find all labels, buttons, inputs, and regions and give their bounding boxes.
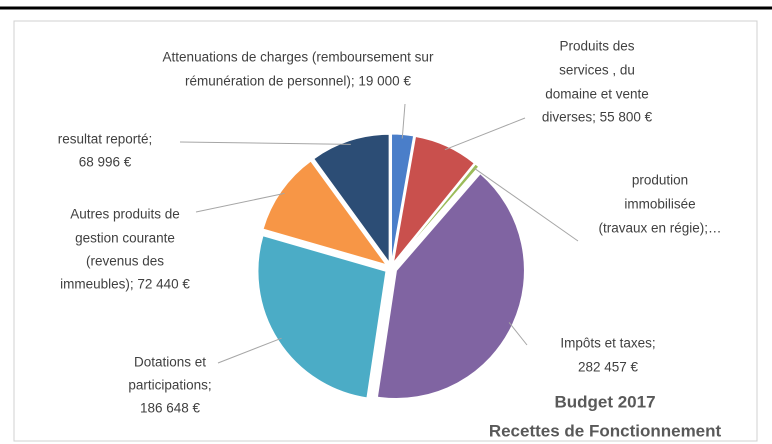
data-label: resultat reporté; [58,132,153,147]
leader-line [444,117,526,151]
data-label: immeubles); 72 440 € [60,277,190,292]
data-label: rémunération de personnel); 19 000 € [185,74,411,89]
pie-slice [394,163,480,264]
data-label: Produits des [559,39,634,54]
data-label: participations; [128,378,211,393]
data-label: Autres produits de [70,207,180,222]
data-label: (travaux en régie);… [598,221,721,236]
data-label: prodution [632,173,688,188]
data-label: Impôts et taxes; [560,336,655,351]
chart-frame [13,20,758,442]
pie-slice [257,235,387,399]
data-label: 282 457 € [578,360,639,375]
data-label: Dotations et [134,355,206,370]
leader-line [217,337,282,364]
leader-line [401,103,406,139]
leader-line [508,322,528,346]
data-label: services , du [559,63,635,78]
data-label: Attenuations de charges (remboursement s… [163,50,434,65]
pie-slice [313,133,390,264]
data-label: gestion courante [75,231,175,246]
pie-slice [262,160,388,266]
leader-line [179,141,351,145]
chart-subtitle: Recettes de Fonctionnement [489,421,722,440]
data-label: domaine et vente [545,87,649,102]
pie-slice [392,135,475,265]
data-label: (revenus des [86,254,164,269]
chart-title: Budget 2017 [554,392,655,411]
pie-slice [376,173,525,400]
data-label: immobilisée [624,197,695,212]
leader-line [474,168,579,242]
data-label: 186 648 € [140,401,201,416]
data-label: 68 996 € [79,155,132,170]
data-label: diverses; 55 800 € [542,110,653,125]
leader-line [195,192,285,213]
